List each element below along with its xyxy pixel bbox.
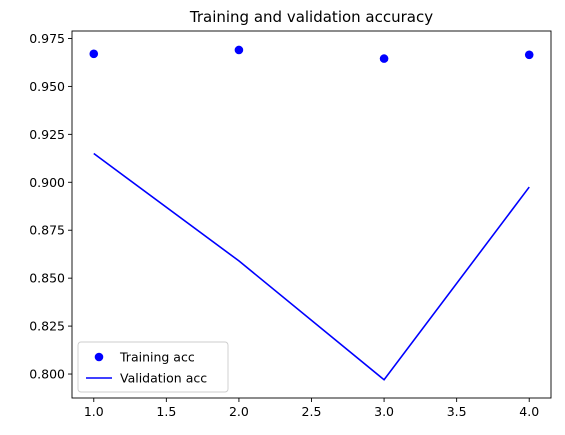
x-tick-label: 3.5 xyxy=(447,404,467,419)
y-tick-label: 0.950 xyxy=(29,79,65,94)
x-tick-label: 3.0 xyxy=(374,404,394,419)
training-acc-point xyxy=(379,54,389,63)
legend: Training acc Validation acc xyxy=(77,341,229,393)
validation-acc-line xyxy=(93,152,530,381)
training-acc-point xyxy=(524,50,534,60)
y-tick-label: 0.875 xyxy=(29,223,65,238)
legend-box xyxy=(77,341,229,393)
legend-point-marker xyxy=(94,352,104,362)
y-tick-label: 0.900 xyxy=(29,175,65,190)
x-tick-label: 4.0 xyxy=(519,404,539,419)
training-acc-point xyxy=(89,49,99,59)
x-tick-label: 2.0 xyxy=(229,404,249,419)
y-tick-label: 0.925 xyxy=(29,127,65,142)
chart-title: Training and validation accuracy xyxy=(189,8,433,26)
axes: 1.0 1.5 2.0 2.5 3.0 3.5 4.0 0.800 0.825 0.850 0.87… xyxy=(29,30,552,419)
y-tick-label: 0.800 xyxy=(29,367,65,382)
y-tick-label: 0.850 xyxy=(29,271,65,286)
x-tick-label: 1.5 xyxy=(156,404,176,419)
legend-entry-label: Training acc xyxy=(119,350,195,365)
plot-area xyxy=(89,45,534,381)
legend-entry-label: Validation acc xyxy=(120,371,207,386)
y-tick-label: 0.825 xyxy=(29,319,65,334)
x-tick-label: 1.0 xyxy=(84,404,104,419)
training-acc-point xyxy=(234,45,244,55)
y-tick-label: 0.975 xyxy=(29,31,65,46)
x-tick-label: 2.5 xyxy=(302,404,322,419)
